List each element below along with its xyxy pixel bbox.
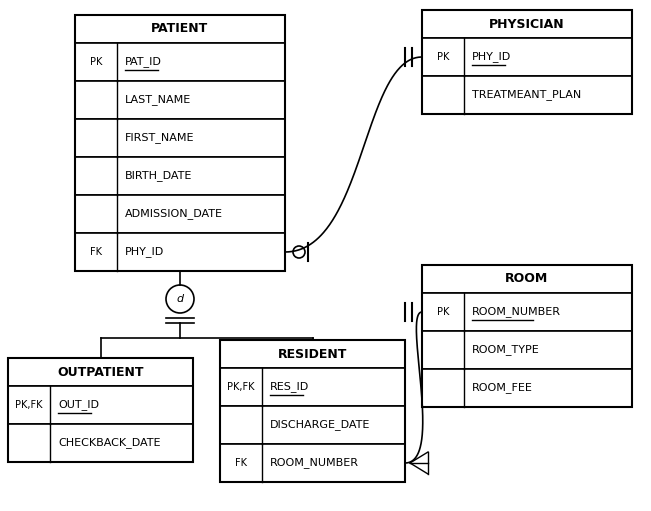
Bar xyxy=(422,10,632,114)
Bar xyxy=(422,331,632,369)
Bar xyxy=(422,38,632,76)
Text: PATIENT: PATIENT xyxy=(152,22,208,35)
Text: PAT_ID: PAT_ID xyxy=(125,57,162,67)
Text: PHY_ID: PHY_ID xyxy=(472,52,511,62)
Text: ROOM: ROOM xyxy=(505,272,549,286)
Bar xyxy=(75,15,285,43)
Bar xyxy=(75,233,285,271)
Bar xyxy=(8,358,193,386)
Bar xyxy=(75,195,285,233)
Bar xyxy=(422,76,632,114)
Bar xyxy=(220,340,405,482)
Bar xyxy=(422,10,632,38)
Text: OUT_ID: OUT_ID xyxy=(58,400,99,410)
Bar xyxy=(220,444,405,482)
Text: FK: FK xyxy=(235,458,247,468)
Text: PK,FK: PK,FK xyxy=(15,400,43,410)
Text: PK: PK xyxy=(437,307,449,317)
Bar xyxy=(422,369,632,407)
Text: ADMISSION_DATE: ADMISSION_DATE xyxy=(125,208,223,219)
Text: DISCHARGE_DATE: DISCHARGE_DATE xyxy=(270,420,370,430)
Text: PK: PK xyxy=(437,52,449,62)
Text: ROOM_NUMBER: ROOM_NUMBER xyxy=(472,307,561,317)
Text: ROOM_TYPE: ROOM_TYPE xyxy=(472,344,540,356)
Bar xyxy=(75,81,285,119)
Text: LAST_NAME: LAST_NAME xyxy=(125,95,191,105)
Text: PHYSICIAN: PHYSICIAN xyxy=(489,17,565,31)
Bar xyxy=(422,265,632,293)
Text: ROOM_NUMBER: ROOM_NUMBER xyxy=(270,457,359,469)
Bar xyxy=(422,293,632,331)
Bar xyxy=(75,119,285,157)
Bar xyxy=(8,386,193,424)
Text: PHY_ID: PHY_ID xyxy=(125,246,164,258)
Text: d: d xyxy=(176,294,184,304)
Text: RESIDENT: RESIDENT xyxy=(278,347,347,360)
Text: OUTPATIENT: OUTPATIENT xyxy=(57,365,144,379)
Bar xyxy=(75,157,285,195)
Bar xyxy=(75,43,285,81)
Bar xyxy=(8,358,193,462)
Text: BIRTH_DATE: BIRTH_DATE xyxy=(125,171,193,181)
Text: PK: PK xyxy=(90,57,102,67)
Text: CHECKBACK_DATE: CHECKBACK_DATE xyxy=(58,437,161,449)
Text: FIRST_NAME: FIRST_NAME xyxy=(125,132,195,144)
Bar xyxy=(220,340,405,368)
Text: ROOM_FEE: ROOM_FEE xyxy=(472,383,533,393)
Text: PK,FK: PK,FK xyxy=(227,382,255,392)
Bar xyxy=(422,265,632,407)
Bar xyxy=(8,424,193,462)
Text: FK: FK xyxy=(90,247,102,257)
Bar xyxy=(75,15,285,271)
Bar xyxy=(220,368,405,406)
Text: RES_ID: RES_ID xyxy=(270,382,309,392)
Bar xyxy=(220,406,405,444)
Text: TREATMEANT_PLAN: TREATMEANT_PLAN xyxy=(472,89,581,101)
